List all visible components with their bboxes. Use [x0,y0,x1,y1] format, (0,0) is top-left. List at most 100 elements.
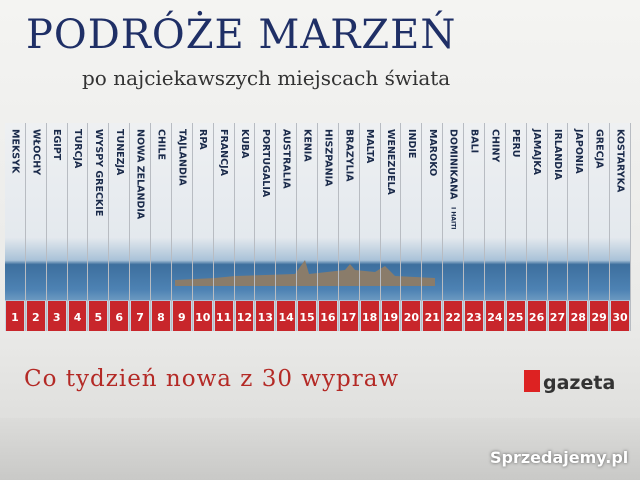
book-spine: CHILE 8 [151,123,172,331]
book-spine: INDIE 20 [401,123,423,331]
spine-label: BRAZYLIA [343,129,355,182]
book-spine: PERU 25 [506,123,527,331]
book-spine: PORTUGALIA 13 [255,123,277,331]
title: PODRÓŻE MARZEŃ [26,12,457,58]
book-spine: KOSTARYKA 30 [610,123,631,331]
volume-number: 14 [277,301,296,331]
book-spine: HISZPANIA 16 [318,123,339,331]
book-spine: GRECJA 29 [589,123,611,331]
spine-label: BALI [468,129,480,154]
subtitle: po najciekawszych miejscach świata [82,66,451,90]
volume-number: 29 [590,301,609,331]
volume-number: 15 [298,301,316,331]
volume-number: 16 [319,301,337,331]
volume-number: 30 [611,301,629,331]
book-spine: DOMINIKANA I HAITI 22 [443,123,465,331]
spine-label: INDIE [405,129,417,159]
spine-label: KENIA [301,129,313,162]
spine-label: NOWA ZELANDIA [134,129,146,220]
book-spine: TUNEZJA 6 [109,123,131,331]
volume-number: 3 [47,301,66,331]
book-spine: KUBA 12 [235,123,256,331]
book-spine: FRANCJA 11 [214,123,235,331]
volume-number: 20 [402,301,421,331]
volume-number: 11 [214,301,233,331]
book-spine: BALI 23 [464,123,485,331]
slogan: Co tydzień nowa z 30 wypraw [24,366,400,392]
spine-label: FRANCJA [218,129,230,176]
volume-number: 26 [527,301,546,331]
spine-label: WŁOCHY [30,129,42,176]
book-spine: AUSTRALIA 14 [276,123,298,331]
book-spine: JAPONIA 28 [568,123,590,331]
spine-label: PERU [510,129,522,158]
volume-number: 27 [548,301,567,331]
book-spine: MAROKO 21 [422,123,444,331]
book-spine: EGIPT 3 [47,123,68,331]
volume-number: 7 [131,301,150,331]
spine-sublabel: I HAITI [449,206,457,230]
book-spine: KENIA 15 [297,123,318,331]
spine-label: DOMINIKANA I HAITI [447,129,459,230]
spine-label: MALTA [364,129,376,164]
book-spine: TAJLANDIA 9 [172,123,193,331]
book-spine: MALTA 18 [360,123,381,331]
spine-label: KOSTARYKA [614,129,626,193]
spine-label: CHINY [489,129,501,163]
book-spine: NOWA ZELANDIA 7 [130,123,152,331]
volume-number: 18 [360,301,379,331]
volume-number: 19 [381,301,400,331]
book-spine: WŁOCHY 2 [26,123,47,331]
spine-label: WENEZUELA [385,129,397,195]
volume-number: 1 [6,301,24,331]
book-spine: MEKSYK 1 [5,123,26,331]
spine-label: TURCJA [72,129,84,169]
volume-number: 5 [89,301,108,331]
book-spine: TURCJA 4 [68,123,89,331]
spine-label: JAMAJKA [531,129,543,175]
book-spine: WENEZUELA 19 [381,123,402,331]
spine-label: MEKSYK [9,129,21,174]
volume-number: 4 [68,301,87,331]
panorama-city [175,260,435,286]
volume-number: 25 [506,301,525,331]
volume-number: 24 [485,301,504,331]
volume-number: 8 [152,301,170,331]
spine-label: TUNEZJA [113,129,125,176]
book-spine: IRLANDIA 27 [548,123,569,331]
watermark: Sprzedajemy.pl [490,448,629,467]
spine-label: KUBA [238,129,250,159]
volume-number: 6 [110,301,129,331]
spine-label: AUSTRALIA [280,129,292,189]
book-spine: JAMAJKA 26 [527,123,548,331]
volume-number: 2 [26,301,45,331]
spine-label: TAJLANDIA [176,129,188,186]
spine-label: PORTUGALIA [259,129,271,198]
spine-label: WYSPY GRECKIE [92,129,104,217]
book-rack: MEKSYK 1 WŁOCHY 2 EGIPT 3 TURCJA 4 WYSPY GRECKIE… [5,123,631,331]
spine-label: EGIPT [51,129,63,161]
spine-label: HISZPANIA [322,129,334,187]
volume-number: 9 [172,301,191,331]
volume-number: 10 [193,301,212,331]
volume-number: 28 [569,301,588,331]
volume-number: 17 [339,301,358,331]
book-spine: CHINY 24 [485,123,506,331]
spine-label: JAPONIA [572,129,584,174]
volume-number: 21 [423,301,442,331]
spine-label: GRECJA [593,129,605,169]
volume-number: 22 [444,301,463,331]
volume-number: 23 [465,301,483,331]
spine-label: MAROKO [426,129,438,177]
shelf [0,418,640,480]
volume-number: 12 [235,301,254,331]
book-spine: RPA 10 [193,123,214,331]
book-spine: WYSPY GRECKIE 5 [88,123,110,331]
book-spine: BRAZYLIA 17 [339,123,360,331]
spine-label: CHILE [155,129,167,161]
spine-label: IRLANDIA [551,129,563,180]
spine-label: RPA [197,129,209,150]
brand-logo: gazeta [524,370,615,394]
volume-number: 13 [256,301,275,331]
